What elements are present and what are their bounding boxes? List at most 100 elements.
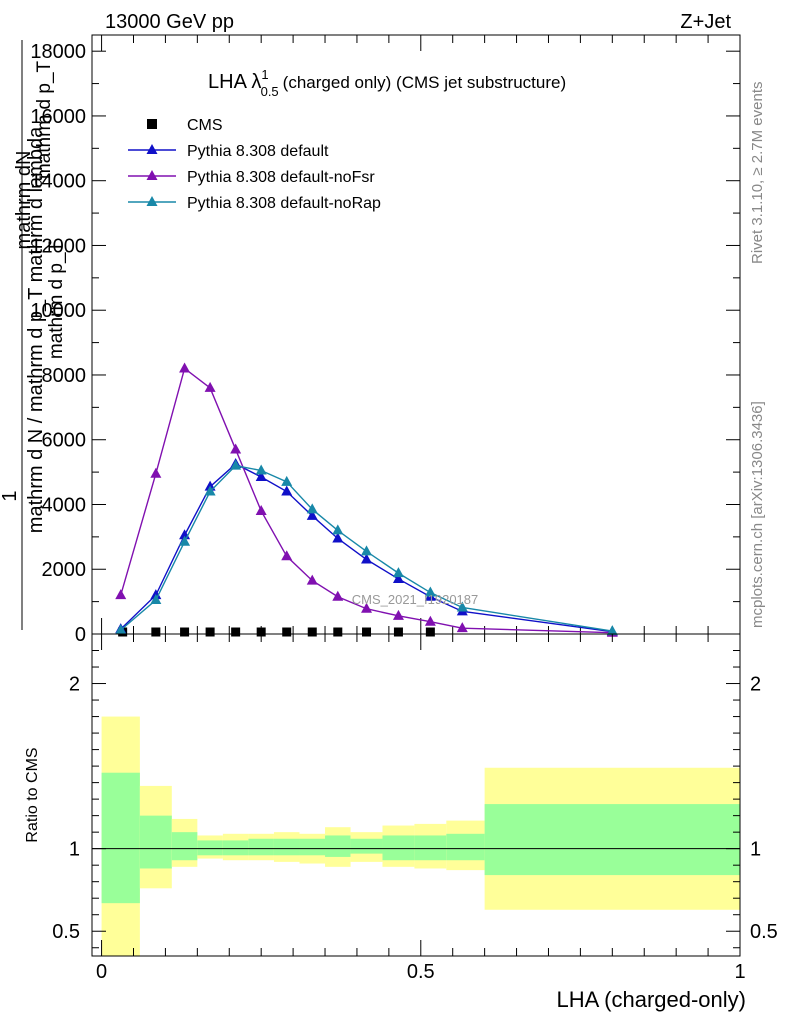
data-point-square xyxy=(205,627,215,637)
ratio-plot-frame xyxy=(91,633,741,957)
data-point-triangle xyxy=(332,590,344,601)
ratio-band-inner xyxy=(101,772,140,904)
data-point-triangle xyxy=(255,504,267,515)
ratio-band-inner xyxy=(325,835,351,857)
data-point-triangle xyxy=(392,567,404,578)
data-point-triangle xyxy=(179,362,191,373)
ratio-xtick-label: 0.5 xyxy=(407,961,435,983)
data-point-triangle xyxy=(255,470,267,481)
data-point-square xyxy=(333,627,343,637)
ratio-band-inner xyxy=(484,804,740,876)
ratio-ytick-label-right: 1 xyxy=(750,839,761,861)
ratio-band-inner xyxy=(382,835,415,861)
ratio-band-inner xyxy=(273,838,300,856)
data-point-triangle xyxy=(115,589,127,600)
data-point-triangle xyxy=(361,545,373,556)
main-ytick-label: 12000 xyxy=(30,235,86,257)
data-point-triangle xyxy=(115,624,127,635)
ratio-ytick-label-right: 2 xyxy=(750,674,761,696)
data-point-triangle xyxy=(230,459,242,470)
ratio-band-inner xyxy=(171,832,198,861)
rivet-version-label: Rivet 3.1.10, ≥ 2.7M events xyxy=(749,82,766,265)
main-axes: 0 2000 4000 6000 8000 10000 12000 14000 16000 180… xyxy=(30,35,741,646)
data-point-square xyxy=(180,627,190,637)
data-point-triangle xyxy=(281,550,293,561)
ratio-xlabel: LHA (charged-only) xyxy=(556,987,746,1012)
legend-marker-triangle xyxy=(146,170,158,180)
ratio-bands xyxy=(92,716,740,956)
main-series xyxy=(115,362,618,637)
data-point-triangle xyxy=(332,524,344,535)
data-point-triangle xyxy=(361,553,373,564)
data-point-triangle xyxy=(179,535,191,546)
data-point-triangle xyxy=(306,574,318,585)
ratio-axes: 0.5 0.51 12 20 0.5 1 xyxy=(52,634,778,983)
data-point-triangle xyxy=(230,443,242,454)
data-point-triangle xyxy=(424,586,436,597)
data-point-square xyxy=(231,627,241,637)
legend-entry-label: Pythia 8.308 default-noRap xyxy=(187,195,381,212)
data-point-square xyxy=(425,627,435,637)
header-left: 13000 GeV pp xyxy=(105,11,234,33)
data-point-square xyxy=(307,627,317,637)
legend: CMS Pythia 8.308 default Pythia 8.308 defa… xyxy=(128,117,381,212)
data-point-triangle xyxy=(150,467,162,478)
ratio-ylabel: Ratio to CMS xyxy=(24,747,41,842)
data-point-triangle xyxy=(392,609,404,620)
ratio-band-inner xyxy=(414,835,447,861)
data-point-square xyxy=(151,627,161,637)
data-point-square xyxy=(282,627,292,637)
data-point-square xyxy=(362,627,372,637)
ylabel-numerator: mathrm dN xyxy=(13,151,35,250)
main-ytick-label: 6000 xyxy=(42,430,87,452)
series-line xyxy=(120,463,613,633)
main-ytick-label: 0 xyxy=(75,624,86,646)
ylabel-one: 1 xyxy=(0,490,21,501)
ratio-ytick-label: 0.5 xyxy=(52,921,80,943)
ratio-band-inner xyxy=(446,833,485,861)
legend-marker-triangle xyxy=(146,196,158,206)
main-title: LHA λ1 0.5 (charged only) (CMS jet substru… xyxy=(208,67,566,99)
ratio-band-inner xyxy=(248,838,274,856)
data-point-triangle xyxy=(392,572,404,583)
main-ytick-label: 14000 xyxy=(30,171,86,193)
ratio-plot: 0.5 0.51 12 20 0.5 1 xyxy=(52,633,778,983)
main-ylabel: 1 mathrm dN mathrm d p_T mathrm d N / ma… xyxy=(0,40,67,630)
ylabel-denominator-2: mathrm d p_T xyxy=(46,240,67,359)
ratio-xtick-label: 1 xyxy=(734,961,745,983)
legend-marker-triangle xyxy=(146,144,158,154)
data-point-triangle xyxy=(456,622,468,633)
data-point-triangle xyxy=(281,475,293,486)
main-ytick-label: 4000 xyxy=(42,494,87,516)
ratio-band-inner xyxy=(350,838,383,854)
data-point-triangle xyxy=(281,485,293,496)
data-point-triangle xyxy=(306,509,318,520)
main-ytick-label: 18000 xyxy=(30,41,86,63)
legend-entry-label: Pythia 8.308 default-noFsr xyxy=(187,169,375,186)
main-plot: 0 2000 4000 6000 8000 10000 12000 14000 16000 180… xyxy=(30,34,741,646)
legend-entry-label: Pythia 8.308 default xyxy=(187,143,329,160)
header-right: Z+Jet xyxy=(680,11,731,33)
ratio-ytick-label: 2 xyxy=(69,674,80,696)
data-point-triangle xyxy=(332,532,344,543)
ratio-band-inner xyxy=(139,815,172,869)
ylabel-numerator-2: mathrm d p_T xyxy=(34,60,55,179)
legend-marker-square xyxy=(147,119,157,129)
data-point-triangle xyxy=(150,594,162,605)
ratio-xtick-label: 0 xyxy=(96,961,107,983)
data-point-triangle xyxy=(606,625,618,636)
main-ytick-label: 10000 xyxy=(30,300,86,322)
data-point-square xyxy=(393,627,403,637)
ratio-ytick-label-right: 0.5 xyxy=(750,921,778,943)
main-ytick-label: 8000 xyxy=(42,365,87,387)
data-point-triangle xyxy=(424,615,436,626)
ylabel-denominator: mathrm d N / mathrm d p_T mathrm d lambd… xyxy=(25,126,47,533)
ratio-band-inner xyxy=(299,838,326,856)
ratio-band-inner xyxy=(197,840,223,856)
data-point-triangle xyxy=(204,485,216,496)
series-line xyxy=(120,464,613,632)
ratio-band-inner xyxy=(222,840,249,856)
data-point-triangle xyxy=(255,464,267,475)
main-ytick-label: 16000 xyxy=(30,106,86,128)
